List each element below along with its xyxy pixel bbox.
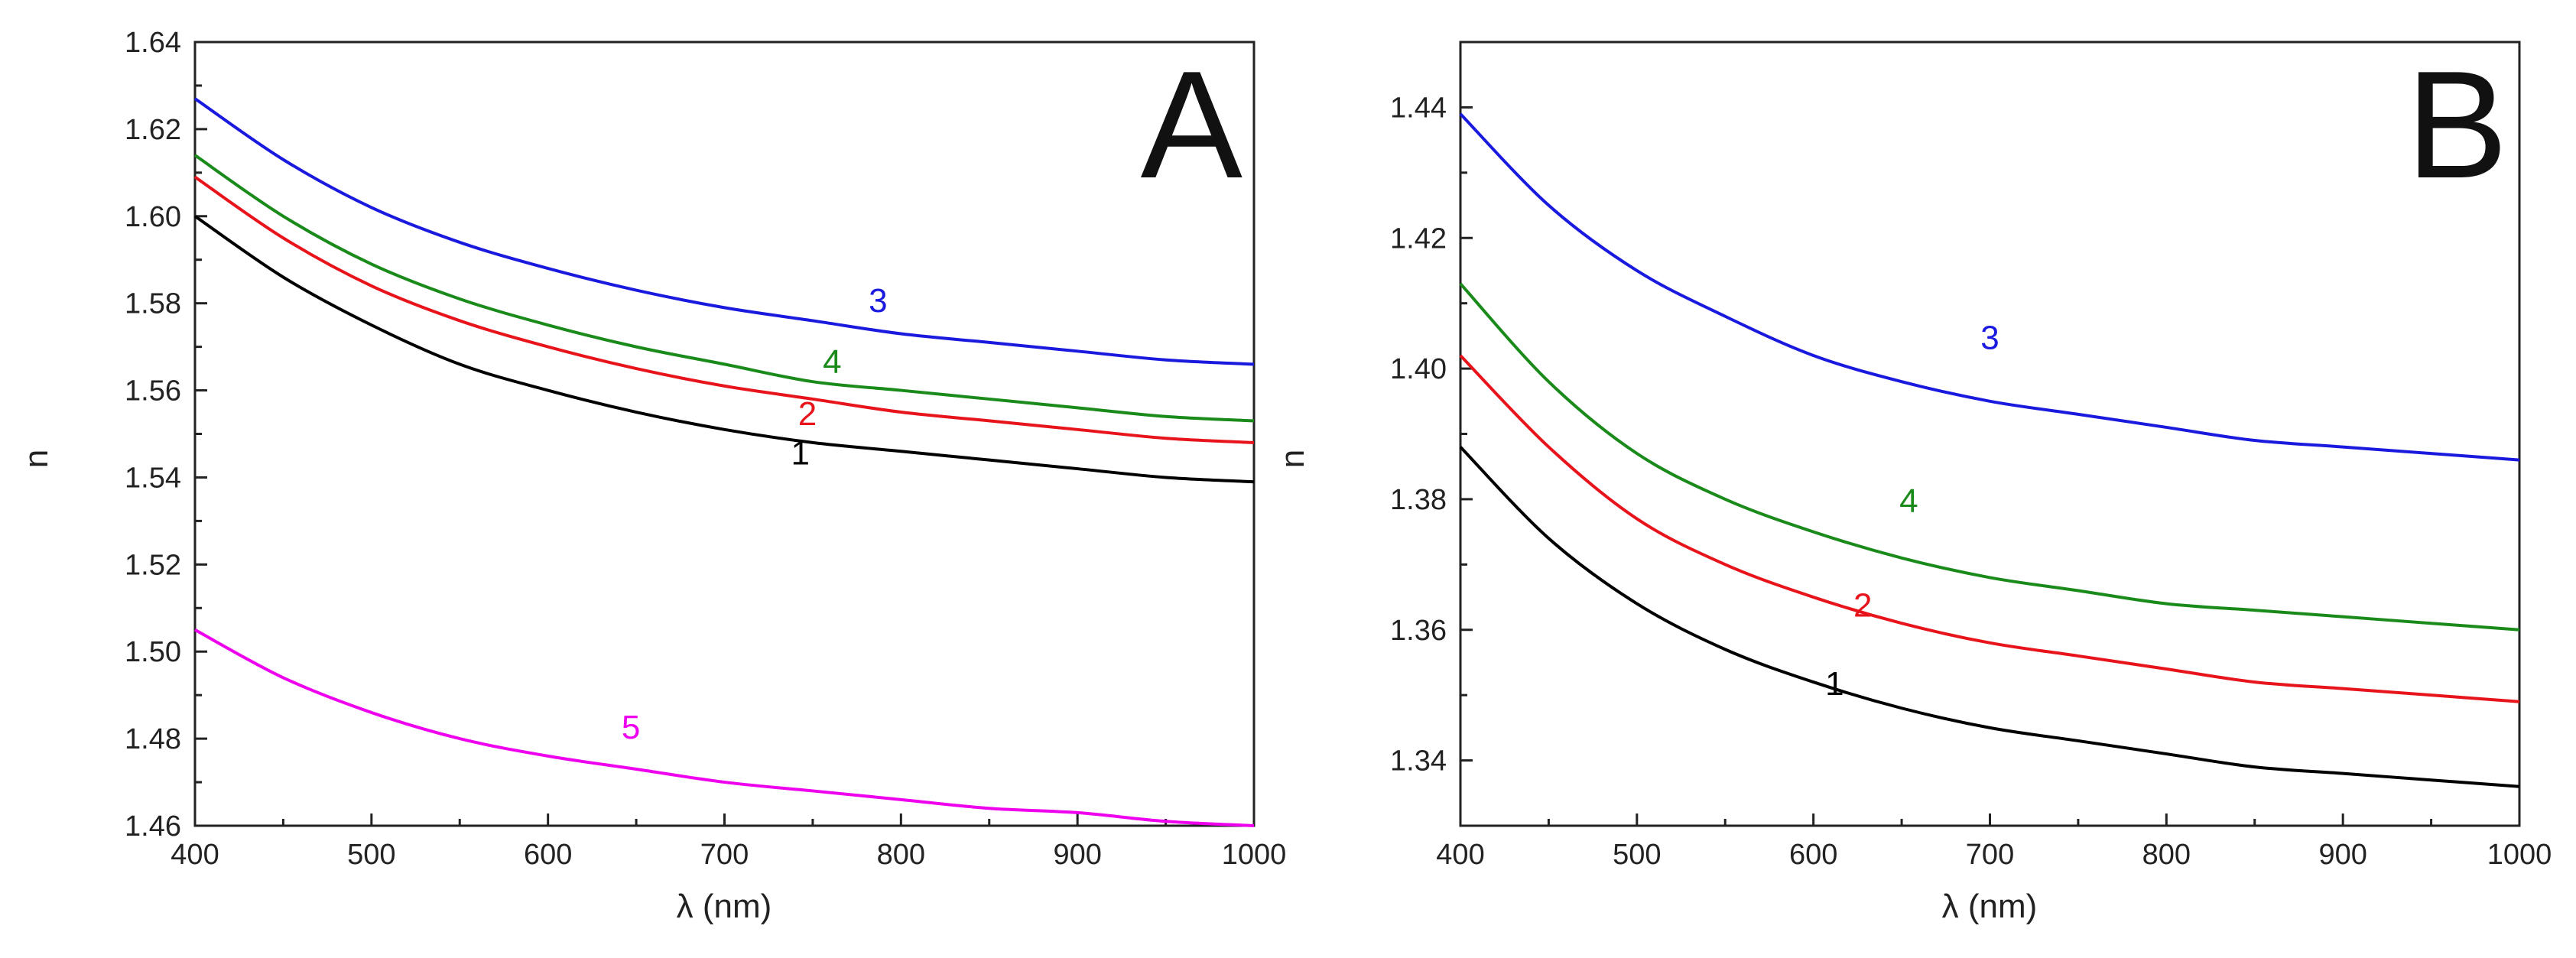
x-tick-label: 600 [1789, 839, 1837, 871]
x-tick-label: 700 [700, 839, 749, 871]
y-tick-label: 1.64 [125, 27, 181, 59]
y-tick-label: 1.52 [125, 549, 181, 581]
y-tick-label: 1.34 [1390, 745, 1447, 778]
panel-b: 400 500 600 700 800 900 1000 1.34 1.36 1.38 1.40 1.… [1274, 40, 2552, 925]
y-tick-label: 1.36 [1390, 615, 1447, 647]
y-tick-label: 1.40 [1390, 353, 1447, 385]
curve-label: 2 [798, 395, 817, 433]
curve-label: 5 [622, 709, 640, 746]
x-tick-label: 400 [171, 839, 219, 871]
y-tick-label: 1.60 [125, 201, 181, 233]
panel-a: 400 500 600 700 800 900 1000 1.46 1.48 1.50 1.52 1.… [18, 27, 1286, 925]
x-tick-label: 800 [877, 839, 925, 871]
y-tick-label: 1.46 [125, 810, 181, 843]
y-tick-label: 1.58 [125, 288, 181, 320]
curve-2 [193, 175, 1255, 444]
curve-1 [193, 215, 1255, 484]
curve-label: 1 [1825, 665, 1843, 703]
x-axis-title: λ (nm) [1942, 888, 2038, 925]
x-tick-label: 700 [1966, 839, 2014, 871]
panel-letter: A [1141, 40, 1243, 210]
x-axis-title: λ (nm) [677, 888, 772, 925]
curve-3 [1459, 112, 2520, 462]
curve-label: 1 [791, 434, 810, 472]
y-tick-label: 1.48 [125, 723, 181, 755]
plot-frame [193, 41, 1256, 827]
curve-label: 4 [823, 343, 841, 381]
curve-label: 2 [1853, 587, 1872, 625]
x-tick-label: 800 [2142, 839, 2191, 871]
x-tick-label: 500 [347, 839, 395, 871]
x-tick-label: 900 [1053, 839, 1101, 871]
curve-3 [193, 97, 1255, 366]
curve-1 [1459, 446, 2520, 788]
x-tick-label: 900 [2318, 839, 2366, 871]
curve-4 [1459, 282, 2520, 632]
y-tick-label: 1.56 [125, 375, 181, 408]
curve-label: 3 [1980, 319, 1999, 356]
curve-5 [194, 628, 1255, 827]
y-axis-title: n [1274, 450, 1311, 468]
curve-label: 4 [1899, 482, 1918, 520]
x-tick-label: 1000 [1222, 839, 1287, 871]
y-tick-label: 1.50 [125, 636, 181, 668]
x-tick-label: 1000 [2487, 839, 2552, 871]
curve-label: 3 [869, 282, 887, 320]
y-tick-label: 1.38 [1390, 484, 1447, 516]
y-tick-label: 1.54 [125, 462, 181, 494]
plot-frame [1459, 41, 2521, 827]
x-tick-label: 500 [1613, 839, 1661, 871]
y-axis-title: n [18, 450, 55, 468]
x-tick-label: 600 [524, 839, 572, 871]
x-tick-label: 400 [1436, 839, 1484, 871]
y-tick-label: 1.42 [1390, 222, 1447, 255]
y-tick-label: 1.62 [125, 114, 181, 146]
panel-letter: B [2406, 40, 2508, 210]
curve-2 [1459, 354, 2520, 703]
curve-4 [193, 154, 1255, 423]
y-tick-label: 1.44 [1390, 92, 1447, 124]
